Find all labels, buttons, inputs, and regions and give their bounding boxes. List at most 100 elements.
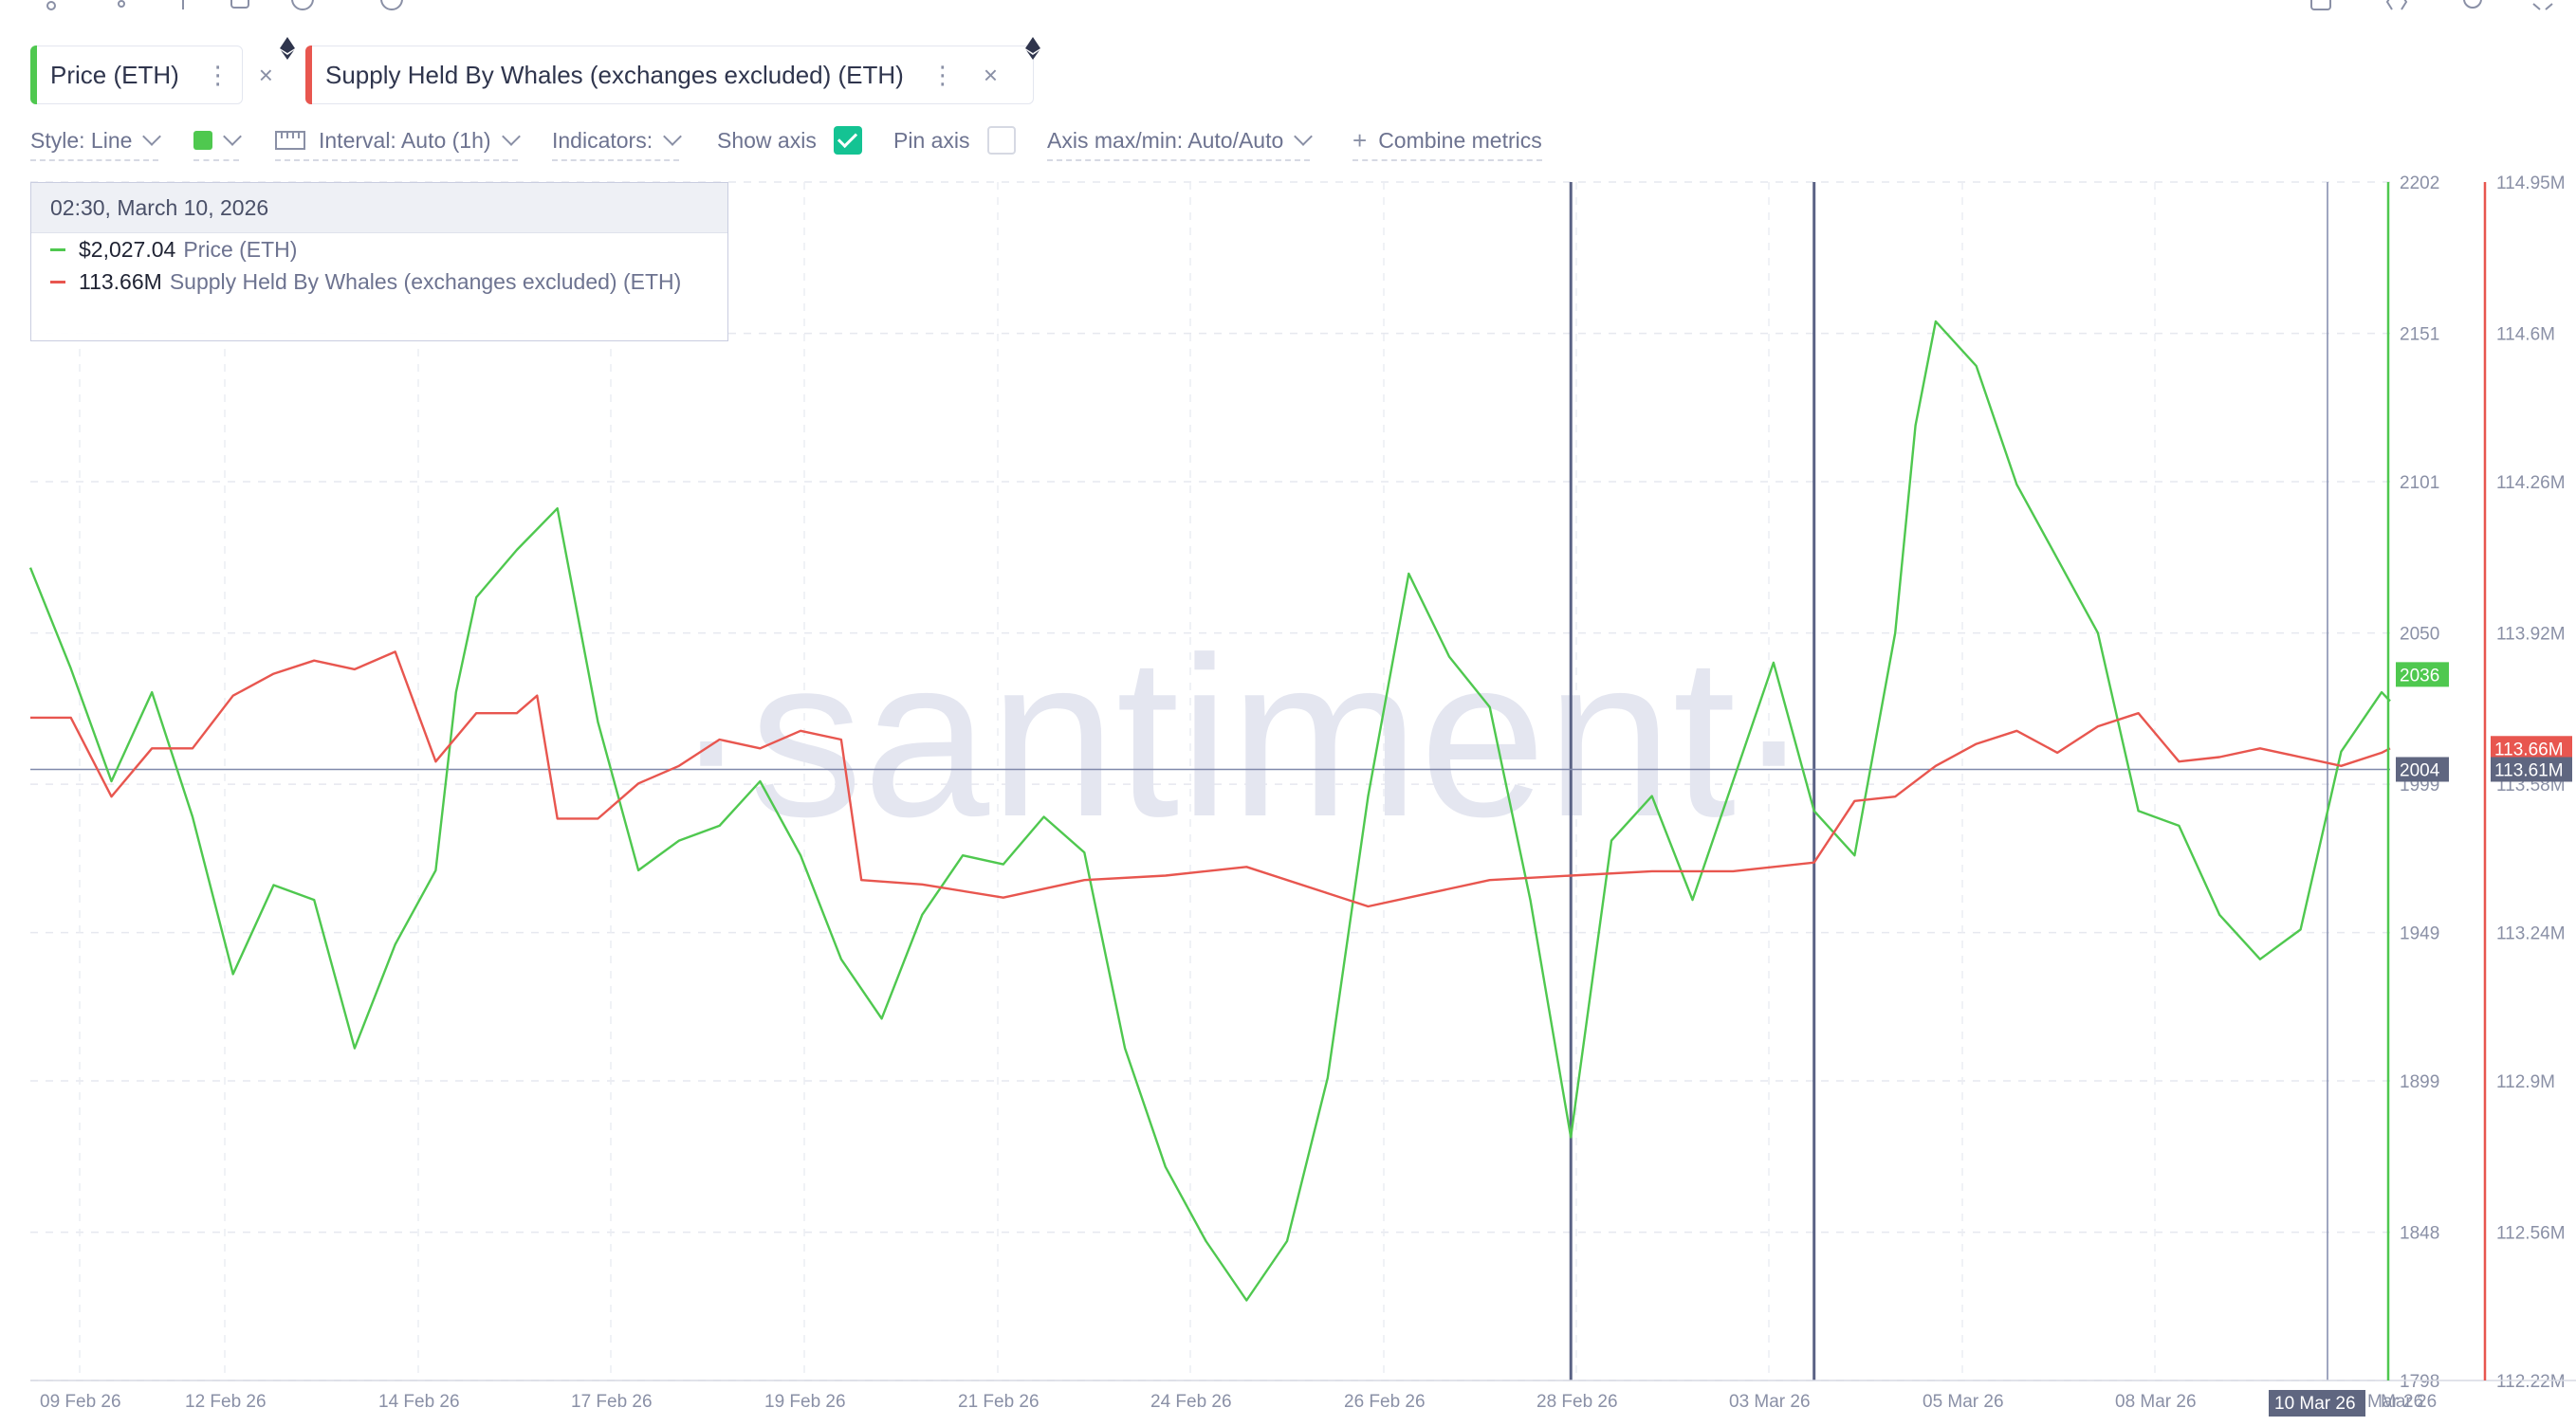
more-options-icon[interactable]: ⋮ (205, 60, 230, 89)
x-tick-label: 09 Feb 26 (40, 1392, 121, 1412)
x-tick-label: Mar 26 (2381, 1392, 2437, 1412)
event-markers (30, 182, 2390, 1380)
ruler-icon (275, 131, 305, 150)
tooltip-metric-name: Supply Held By Whales (exchanges exclude… (169, 268, 682, 294)
tooltip-row-price: $2,027.04 Price (ETH) (31, 233, 727, 265)
metric-label: Price (ETH) (50, 60, 179, 89)
fullscreen-icon[interactable] (2530, 0, 2555, 11)
style-dropdown[interactable]: Style: Line (30, 121, 162, 161)
plus-icon: + (1352, 125, 1368, 155)
axis-maxmin-dropdown[interactable]: Axis max/min: Auto/Auto (1047, 121, 1314, 161)
legend-swatch (50, 280, 65, 283)
line-tool-icon[interactable] (46, 0, 70, 11)
hover-tooltip: 02:30, March 10, 2026 $2,027.04 Price (E… (30, 182, 728, 341)
shield-icon[interactable] (379, 0, 404, 11)
show-axis-label: Show axis (717, 127, 817, 153)
indicators-label: Indicators: (552, 127, 653, 153)
chart-axes: 2202 114.95M 2151 114.6M 2101 114.26M 2050 113.… (30, 174, 2576, 1417)
x-tick-label: Mar 26 (2367, 1392, 2423, 1412)
pin-axis-toggle[interactable]: Pin axis (893, 121, 1016, 159)
close-icon[interactable]: × (258, 60, 273, 89)
x-tick-label: 19 Feb 26 (764, 1392, 846, 1412)
crosshair-supply-badge-bg (2491, 757, 2572, 782)
ethereum-icon (1025, 37, 1040, 60)
metric-color-bar (305, 46, 312, 104)
supply-tick-label: 114.95M (2496, 174, 2566, 193)
chart-settings-bar: Style: Line Interval: Auto (1h) Indicato… (0, 121, 1612, 161)
price-tick-label: 1949 (2400, 924, 2439, 944)
crosshair-supply-badge: 113.61M (2494, 760, 2564, 780)
metric-color-bar (30, 46, 37, 104)
supply-tick-label: 113.24M (2496, 924, 2566, 944)
price-tick-label: 2202 (2400, 174, 2439, 193)
x-tick-label: 12 Feb 26 (185, 1392, 267, 1412)
combine-metrics-button[interactable]: + Combine metrics (1352, 121, 1542, 161)
tooltip-value: 113.66M (79, 268, 162, 294)
indicators-dropdown[interactable]: Indicators: (552, 121, 683, 161)
supply-tick-label: 112.22M (2496, 1372, 2566, 1392)
color-picker[interactable] (193, 121, 242, 161)
supply-current-badge-bg (2491, 736, 2572, 761)
price-tick-label: 1798 (2400, 1372, 2439, 1392)
emoji-icon[interactable] (290, 0, 315, 11)
price-line (28, 320, 2391, 1302)
supply-tick-label: 113.92M (2496, 625, 2566, 645)
x-tick-label: 21 Feb 26 (958, 1392, 1040, 1412)
supply-tick-label: 114.26M (2496, 473, 2566, 493)
color-swatch (193, 131, 212, 150)
pitchfork-icon[interactable] (171, 0, 195, 11)
more-options-icon[interactable]: ⋮ (929, 60, 955, 89)
crosshair-price-badge: 2004 (2400, 760, 2440, 780)
x-tick-label: 14 Feb 26 (378, 1392, 460, 1412)
price-current-badge: 2036 (2400, 666, 2439, 686)
x-tick-label: 26 Feb 26 (1344, 1392, 1426, 1412)
price-tick-label: 2050 (2400, 625, 2439, 645)
x-tick-label: 03 Mar 26 (1729, 1392, 1811, 1412)
combine-label: Combine metrics (1378, 127, 1542, 153)
crosshair-date-badge-bg (2269, 1390, 2365, 1417)
x-tick-label: 08 Mar 26 (2115, 1392, 2197, 1412)
chart-series (28, 320, 2391, 1302)
metric-chip-price[interactable]: Price (ETH) ⋮ × (30, 46, 273, 104)
supply-tick-label: 114.6M (2496, 325, 2555, 345)
interval-dropdown[interactable]: Interval: Auto (1h) (275, 121, 521, 161)
style-label: Style: Line (30, 127, 133, 153)
metric-label: Supply Held By Whales (exchanges exclude… (325, 60, 904, 89)
supply-line (30, 650, 2391, 908)
download-icon[interactable] (2309, 0, 2333, 11)
pin-axis-label: Pin axis (893, 127, 970, 153)
top-toolbar (0, 0, 2576, 19)
show-axis-toggle[interactable]: Show axis (717, 121, 862, 159)
pin-axis-checkbox[interactable] (986, 126, 1016, 155)
close-icon[interactable]: × (983, 60, 999, 89)
show-axis-checkbox[interactable] (833, 126, 862, 155)
ethereum-icon (280, 37, 295, 60)
crosshair-date-badge: 10 Mar 26 (2274, 1394, 2356, 1414)
embed-icon[interactable] (2384, 0, 2409, 11)
santiment-watermark: ·santiment· (673, 610, 1812, 864)
price-tick-label: 1848 (2400, 1224, 2439, 1244)
gear-icon[interactable] (2460, 0, 2485, 11)
legend-swatch (50, 247, 65, 251)
tooltip-row-supply: 113.66M Supply Held By Whales (exchanges… (31, 265, 727, 298)
tooltip-date: 02:30, March 10, 2026 (31, 183, 727, 233)
x-tick-label: 17 Feb 26 (571, 1392, 653, 1412)
price-tick-label: 1899 (2400, 1072, 2439, 1092)
tooltip-value: $2,027.04 (79, 236, 176, 262)
price-current-badge-bg (2396, 662, 2449, 687)
axis-maxmin-label: Axis max/min: Auto/Auto (1047, 127, 1284, 153)
trend-tool-icon[interactable] (110, 0, 135, 11)
supply-current-badge: 113.66M (2494, 740, 2564, 759)
price-tick-label: 2151 (2400, 325, 2439, 345)
crosshair-price-badge-bg (2396, 757, 2449, 782)
interval-label: Interval: Auto (1h) (319, 127, 491, 153)
supply-tick-label: 112.9M (2496, 1072, 2555, 1092)
x-tick-label: 05 Mar 26 (1923, 1392, 2004, 1412)
tooltip-metric-name: Price (ETH) (183, 236, 298, 262)
supply-tick-label: 112.56M (2496, 1224, 2566, 1244)
x-tick-label: 28 Feb 26 (1536, 1392, 1618, 1412)
note-icon[interactable] (228, 0, 252, 11)
metric-chip-whale-supply[interactable]: Supply Held By Whales (exchanges exclude… (305, 46, 1034, 104)
x-tick-label: 24 Feb 26 (1150, 1392, 1232, 1412)
